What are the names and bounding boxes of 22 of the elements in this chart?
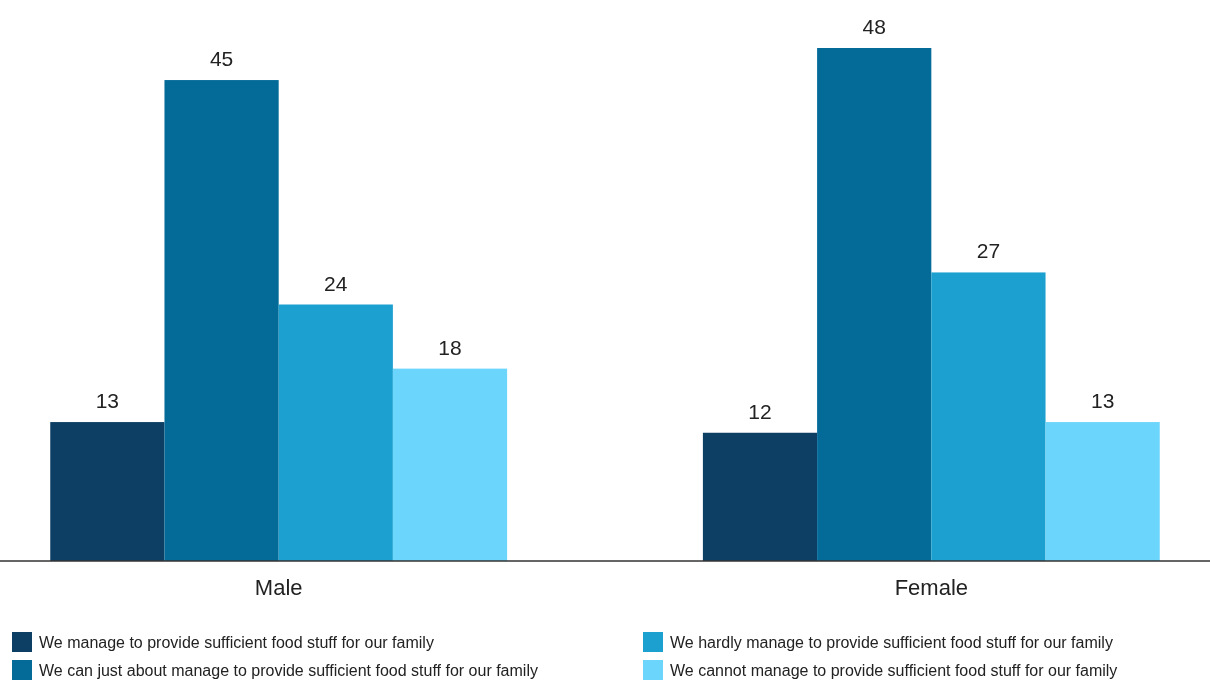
bar: [817, 48, 932, 561]
x-tick-label: Male: [254, 575, 303, 600]
data-label: 48: [862, 15, 886, 38]
bar: [702, 432, 818, 561]
data-label: 45: [209, 47, 234, 71]
legend-label: We manage to provide sufficient food stuff for our family: [39, 634, 434, 651]
data-label: 12: [748, 399, 772, 423]
legend-label: We hardly manage to provide sufficient food stuff for our family: [670, 634, 1113, 651]
data-label: 18: [438, 335, 462, 359]
bar: [50, 422, 165, 561]
x-tick-label: Female: [894, 575, 968, 600]
bar: [278, 304, 393, 561]
bar: [1045, 422, 1160, 561]
legend-label: We can just about manage to provide sufficient food stuff for our family: [39, 662, 538, 679]
bar: [164, 80, 279, 561]
bar: [392, 368, 508, 561]
data-label: 27: [976, 239, 1001, 263]
data-label: 13: [95, 389, 120, 413]
data-label: 24: [324, 271, 348, 295]
data-label: 13: [1090, 389, 1115, 413]
legend-label: We cannot manage to provide sufficient food stuff for our family: [670, 662, 1118, 679]
bar: [931, 272, 1046, 561]
